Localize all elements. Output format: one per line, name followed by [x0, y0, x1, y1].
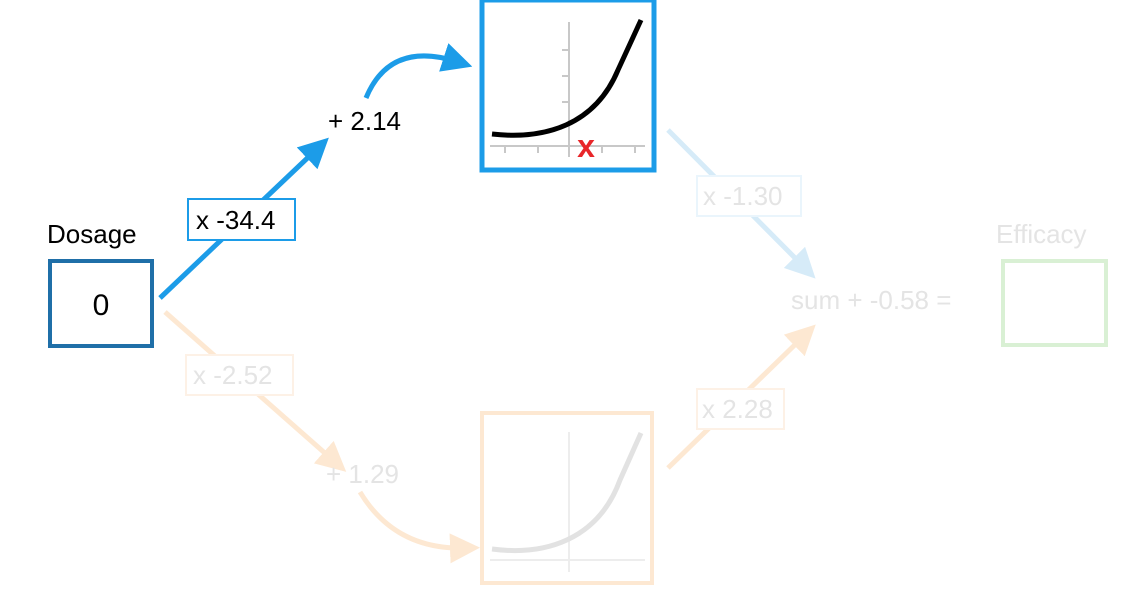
top-activation-curve: [491, 18, 644, 138]
bottom-weight-label: x -2.52: [193, 360, 273, 390]
top-weight-label-box: [187, 198, 296, 241]
efficacy-label: Efficacy: [996, 219, 1087, 249]
activation-marker-x: x: [577, 128, 595, 164]
bottom-weight-label-box: [185, 354, 294, 396]
top-bias-curve-arrow: [363, 43, 473, 99]
dosage-input-box: [48, 259, 154, 348]
bottom-out-weight-box: [696, 388, 785, 430]
dosage-label: Dosage: [47, 219, 137, 249]
bottom-bias-curve-arrow: [357, 490, 480, 564]
efficacy-output-box: [1001, 259, 1108, 347]
top-activation-axes: [490, 22, 645, 157]
top-weight-label: x -34.4: [196, 205, 276, 235]
top-bias-label: + 2.14: [328, 106, 401, 136]
top-out-weight-label: x -1.30: [703, 181, 783, 211]
top-out-weight-box: [696, 175, 802, 217]
bottom-bias-label: + 1.29: [326, 459, 399, 489]
bottom-activation-axes: [490, 432, 645, 572]
bottom-out-weight-label: x 2.28: [702, 394, 773, 424]
dosage-value: 0: [93, 289, 110, 322]
bottom-activation-node: [480, 411, 654, 585]
sum-label: sum + -0.58 =: [791, 285, 951, 315]
bottom-activation-curve: [491, 431, 644, 554]
